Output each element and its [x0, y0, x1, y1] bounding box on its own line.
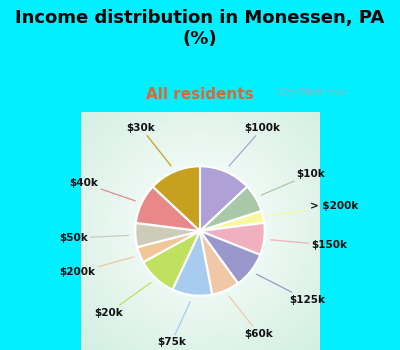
Wedge shape: [143, 231, 200, 289]
Wedge shape: [137, 231, 200, 262]
Text: $20k: $20k: [94, 282, 151, 318]
Wedge shape: [200, 166, 247, 231]
Wedge shape: [200, 187, 262, 231]
Text: $200k: $200k: [60, 257, 134, 277]
Wedge shape: [200, 223, 265, 255]
Text: $150k: $150k: [271, 240, 348, 250]
Text: > $200k: > $200k: [270, 202, 358, 216]
Wedge shape: [172, 231, 212, 296]
Text: City-Data.com: City-Data.com: [278, 88, 348, 98]
Text: $60k: $60k: [229, 296, 273, 339]
Wedge shape: [200, 231, 238, 295]
Wedge shape: [200, 231, 260, 284]
Text: $10k: $10k: [262, 169, 326, 195]
Text: $30k: $30k: [127, 123, 171, 166]
Text: $100k: $100k: [229, 123, 281, 166]
Wedge shape: [153, 166, 200, 231]
Text: $40k: $40k: [70, 178, 135, 201]
Text: $125k: $125k: [257, 274, 325, 305]
Text: $75k: $75k: [157, 301, 190, 348]
Text: $50k: $50k: [59, 233, 129, 243]
Wedge shape: [136, 187, 200, 231]
Text: All residents: All residents: [146, 87, 254, 101]
Wedge shape: [135, 223, 200, 247]
Wedge shape: [200, 211, 264, 231]
Text: Income distribution in Monessen, PA
(%): Income distribution in Monessen, PA (%): [15, 9, 385, 48]
